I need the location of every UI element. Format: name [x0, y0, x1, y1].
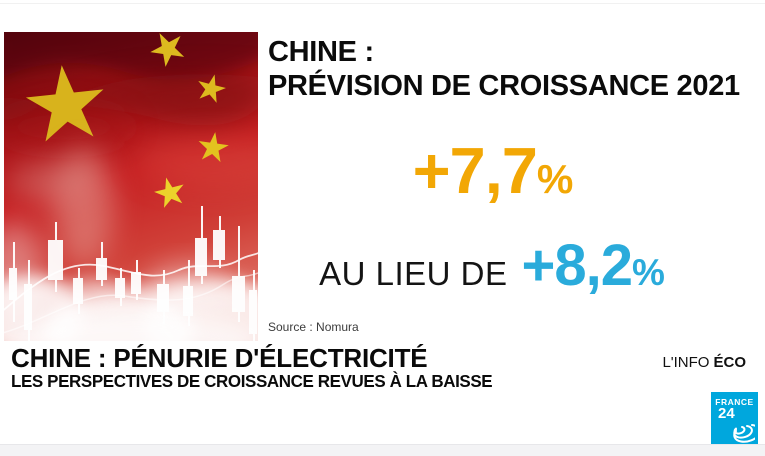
headline: CHINE : PRÉVISION DE CROISSANCE 2021 [268, 35, 740, 103]
old-forecast-number: +8,2 [521, 233, 632, 298]
old-forecast: AU LIEU DE +8,2% [268, 232, 746, 299]
headline-line-2: PRÉVISION DE CROISSANCE 2021 [268, 70, 740, 102]
percent-sign: % [536, 156, 574, 202]
banner-subtitle: LES PERSPECTIVES DE CROISSANCE REVUES À … [11, 371, 493, 391]
program-label: L'INFO ÉCO [662, 354, 746, 371]
bottom-strip [0, 444, 765, 456]
logo-24-text: 24 [718, 405, 735, 422]
trend-lines [4, 252, 258, 334]
old-forecast-value: +8,2% [521, 232, 664, 299]
china-flag-image [4, 32, 258, 341]
flag-svg [4, 32, 258, 341]
france24-logo: FRANCE 24 [711, 392, 758, 445]
program-label-bold: ÉCO [713, 354, 746, 371]
source-label: Source : Nomura [268, 320, 359, 334]
candlestick-chart [9, 206, 257, 341]
top-hairline [0, 3, 765, 4]
banner-title: CHINE : PÉNURIE D'ÉLECTRICITÉ [11, 343, 428, 373]
comparison-label: AU LIEU DE [319, 255, 508, 292]
new-forecast: +7,7% [268, 136, 746, 214]
logo-france-text: FRANCE [715, 397, 754, 407]
lower-third-banner: CHINE : PÉNURIE D'ÉLECTRICITÉ LES PERSPE… [11, 345, 507, 391]
logo-swirl-icon [733, 424, 755, 443]
percent-sign: % [631, 252, 665, 293]
new-forecast-value: +7,7 [412, 134, 538, 207]
headline-line-1: CHINE : [268, 36, 374, 68]
program-label-regular: L'INFO [662, 354, 710, 371]
